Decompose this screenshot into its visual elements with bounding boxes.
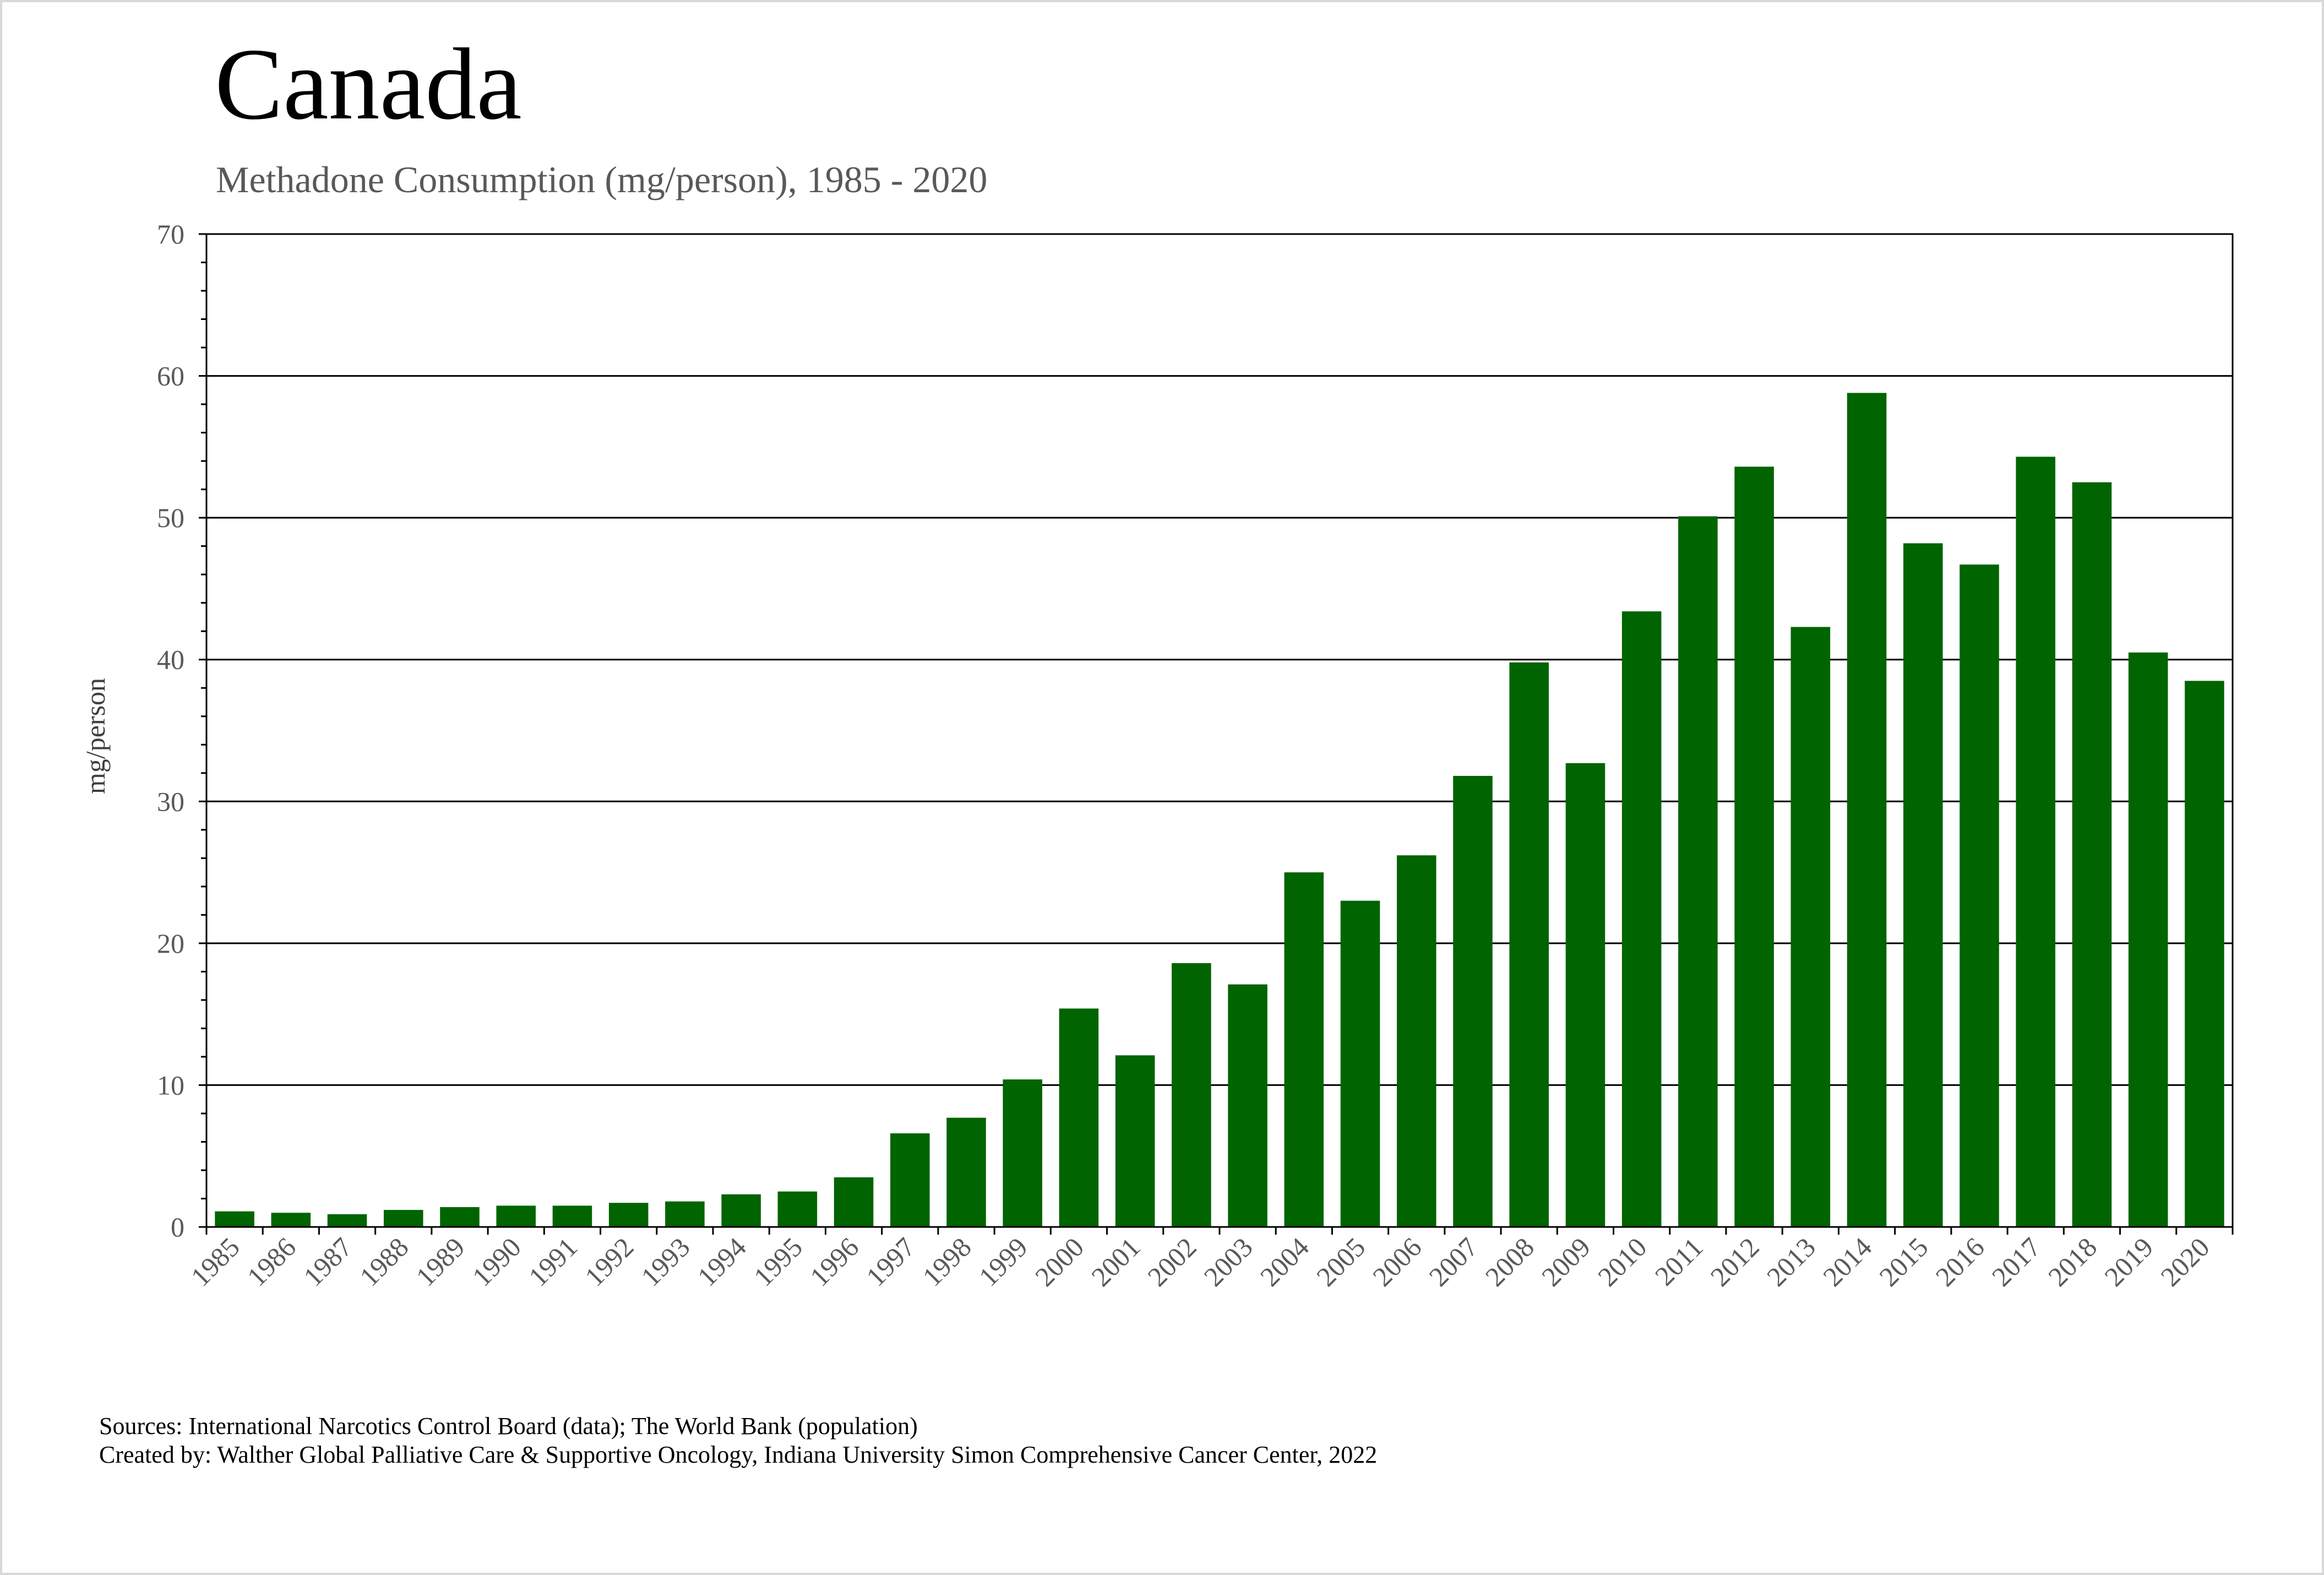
bar-1991 — [552, 1205, 592, 1227]
bar-2014 — [1847, 393, 1887, 1227]
x-tick-label: 2012 — [1705, 1231, 1765, 1292]
bar-2012 — [1734, 466, 1774, 1227]
x-tick-label: 2010 — [1592, 1231, 1652, 1292]
bar-1994 — [721, 1194, 761, 1227]
x-tick-label: 1990 — [466, 1231, 527, 1292]
x-tick-label: 2016 — [1929, 1231, 1990, 1292]
x-tick-label: 1998 — [916, 1231, 977, 1292]
bar-1985 — [215, 1211, 254, 1227]
x-tick-label: 2009 — [1536, 1231, 1596, 1292]
bar-2004 — [1284, 872, 1324, 1227]
bar-1998 — [946, 1117, 986, 1227]
x-tick-label: 1994 — [692, 1231, 752, 1292]
gridlines — [206, 375, 2233, 1086]
x-tick-label: 1985 — [185, 1231, 246, 1292]
bar-2017 — [2016, 457, 2055, 1227]
x-tick-label: 2005 — [1310, 1231, 1371, 1292]
x-tick-label: 2002 — [1141, 1231, 1202, 1292]
x-tick-label: 1991 — [523, 1231, 583, 1292]
bar-2015 — [1903, 543, 1943, 1227]
x-tick-label: 2018 — [2042, 1231, 2103, 1292]
bar-1987 — [327, 1214, 367, 1227]
bar-2002 — [1172, 963, 1211, 1227]
bar-2019 — [2128, 652, 2168, 1227]
x-tick-label: 2007 — [1423, 1231, 1483, 1292]
x-tick-label: 2003 — [1198, 1231, 1259, 1292]
bar-2005 — [1340, 900, 1380, 1227]
chart-subtitle: Methadone Consumption (mg/person), 1985 … — [216, 159, 988, 200]
x-tick-label: 2015 — [1873, 1231, 1934, 1292]
y-tick-label: 30 — [157, 786, 184, 817]
x-tick-label: 2011 — [1649, 1231, 1709, 1291]
x-tick-label: 2006 — [1367, 1231, 1427, 1292]
y-axis: 0 10 20 30 40 50 60 70 — [157, 219, 206, 1242]
bar-2007 — [1453, 775, 1493, 1227]
x-tick-label: 1986 — [241, 1231, 302, 1292]
x-tick-label: 2000 — [1029, 1231, 1090, 1292]
x-tick-label: 2017 — [1986, 1231, 2047, 1292]
bar-1986 — [271, 1213, 311, 1227]
bar-2009 — [1565, 763, 1605, 1227]
bar-2001 — [1115, 1055, 1155, 1227]
x-tick-label: 2004 — [1254, 1231, 1315, 1292]
y-tick-label: 40 — [157, 644, 184, 675]
bar-2000 — [1059, 1008, 1099, 1227]
y-tick-label: 50 — [157, 502, 184, 533]
x-tick-label: 1999 — [973, 1231, 1033, 1292]
x-tick-label: 2008 — [1479, 1231, 1540, 1292]
footer-credit: Created by: Walther Global Palliative Ca… — [99, 1441, 1378, 1468]
bar-2010 — [1621, 611, 1662, 1227]
bar-2013 — [1790, 627, 1831, 1227]
y-tick-label: 70 — [157, 219, 184, 249]
x-tick-label: 2001 — [1085, 1231, 1146, 1292]
bar-1997 — [890, 1133, 930, 1227]
x-tick-label: 1997 — [860, 1231, 921, 1292]
bar-1990 — [496, 1205, 536, 1227]
x-tick-label: 2014 — [1817, 1231, 1877, 1292]
bar-1992 — [608, 1203, 649, 1227]
bar-1989 — [440, 1207, 480, 1227]
y-tick-label: 0 — [171, 1212, 184, 1242]
x-tick-label: 1987 — [297, 1231, 358, 1292]
bar-1988 — [384, 1210, 423, 1227]
bar-1993 — [665, 1201, 705, 1227]
x-axis: 1985198619871988198919901991199219931994… — [185, 1227, 2234, 1292]
bar-2006 — [1397, 855, 1436, 1227]
bar-2008 — [1509, 662, 1549, 1227]
bar-2018 — [2072, 482, 2112, 1227]
x-tick-label: 1989 — [410, 1231, 470, 1292]
x-tick-label: 1992 — [579, 1231, 639, 1292]
x-tick-label: 2019 — [2098, 1231, 2159, 1292]
x-tick-label: 2020 — [2154, 1231, 2215, 1292]
bar-2020 — [2185, 681, 2224, 1227]
bar-1996 — [834, 1177, 874, 1227]
chart-title: Canada — [215, 28, 522, 141]
bar-2011 — [1678, 516, 1718, 1227]
x-tick-label: 1995 — [748, 1231, 808, 1292]
y-tick-label: 10 — [157, 1069, 184, 1100]
bar-1999 — [1003, 1079, 1042, 1227]
y-tick-label: 20 — [157, 928, 184, 959]
bars — [215, 393, 2224, 1227]
x-tick-label: 1993 — [635, 1231, 695, 1292]
footer-sources: Sources: International Narcotics Control… — [99, 1413, 918, 1440]
x-tick-label: 1996 — [804, 1231, 864, 1292]
x-tick-label: 2013 — [1761, 1231, 1821, 1292]
bar-1995 — [777, 1191, 818, 1227]
bar-2003 — [1228, 984, 1267, 1227]
x-tick-label: 1988 — [353, 1231, 414, 1292]
y-axis-title: mg/person — [80, 678, 111, 794]
bar-2016 — [1960, 564, 1999, 1227]
y-tick-label: 60 — [157, 361, 184, 392]
